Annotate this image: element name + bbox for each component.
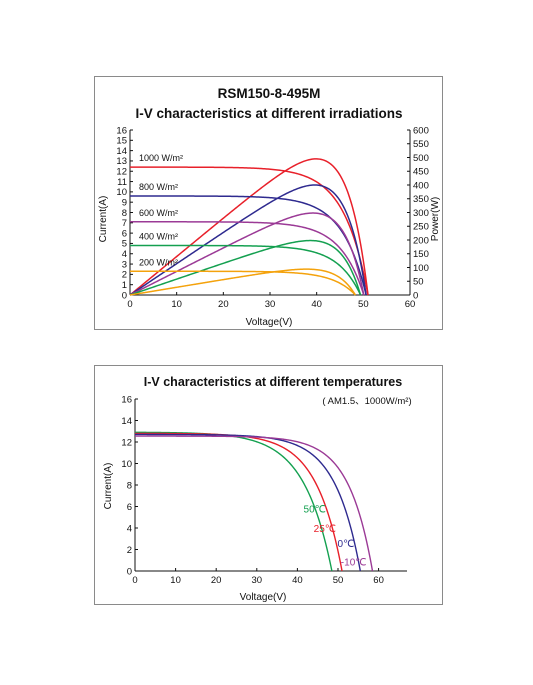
chart1-y-tick-label: 10 bbox=[116, 187, 127, 198]
chart1-subtitle: I-V characteristics at different irradia… bbox=[135, 106, 402, 121]
chart2-y-tick-label: 14 bbox=[121, 416, 132, 427]
chart1-y2-tick-label: 450 bbox=[413, 167, 429, 178]
chart2-y-tick-label: 2 bbox=[127, 545, 132, 556]
chart1-y-tick-label: 0 bbox=[122, 290, 127, 301]
chart2-y-tick-label: 4 bbox=[127, 523, 132, 534]
chart1-y-tick-label: 16 bbox=[116, 125, 127, 136]
chart1-y2label: Power(W) bbox=[430, 197, 441, 241]
iv-curve bbox=[130, 195, 367, 296]
irradiance-label: 400 W/m² bbox=[139, 232, 178, 242]
chart1-y-tick-label: 2 bbox=[122, 270, 127, 281]
irradiance-label: 200 W/m² bbox=[139, 257, 178, 267]
chart1-y2-tick-label: 250 bbox=[413, 222, 429, 233]
temperature-label: -10℃ bbox=[341, 557, 367, 568]
power-curve bbox=[129, 212, 365, 296]
chart2-y-tick-label: 8 bbox=[127, 480, 132, 491]
temperature-chart-panel: I-V characteristics at different tempera… bbox=[94, 365, 443, 605]
irradiance-label: 600 W/m² bbox=[139, 208, 178, 218]
chart1-y-tick-label: 5 bbox=[122, 239, 127, 250]
iv-curve bbox=[130, 166, 369, 296]
chart1-y-tick-label: 11 bbox=[117, 177, 127, 188]
irradiance-chart: RSM150-8-495M I-V characteristics at dif… bbox=[98, 86, 441, 328]
chart1-y-tick-label: 3 bbox=[122, 259, 127, 270]
chart1-xlabel: Voltage(V) bbox=[246, 317, 293, 328]
temperature-label: 50℃ bbox=[304, 505, 326, 516]
irradiance-label: 800 W/m² bbox=[139, 182, 178, 192]
chart1-y2-tick-label: 550 bbox=[413, 139, 429, 150]
temperature-chart: I-V characteristics at different tempera… bbox=[103, 375, 412, 603]
chart1-y-tick-label: 9 bbox=[122, 197, 127, 208]
chart1-x-tick-label: 30 bbox=[265, 299, 276, 310]
chart1-y-tick-label: 15 bbox=[116, 136, 127, 147]
chart1-x-tick-label: 0 bbox=[127, 299, 132, 310]
chart1-y-tick-label: 13 bbox=[116, 156, 127, 167]
power-curve bbox=[129, 268, 357, 296]
chart2-y-tick-label: 10 bbox=[121, 459, 132, 470]
chart1-x-tick-label: 60 bbox=[405, 299, 416, 310]
chart2-y-tick-label: 12 bbox=[121, 437, 132, 448]
iv-curve bbox=[130, 244, 362, 296]
chart1-y2-tick-label: 350 bbox=[413, 194, 429, 205]
iv-curve bbox=[130, 221, 365, 296]
chart2-ylabel: Current(A) bbox=[103, 463, 114, 510]
chart1-y2-tick-label: 150 bbox=[413, 249, 429, 260]
chart1-y2-tick-label: 200 bbox=[413, 235, 429, 246]
chart1-x-tick-label: 10 bbox=[171, 299, 182, 310]
power-curve bbox=[129, 184, 367, 296]
temperature-iv-curve bbox=[135, 435, 374, 572]
chart2-y-tick-label: 0 bbox=[127, 566, 132, 577]
temperature-iv-curve bbox=[134, 431, 333, 572]
chart1-x-tick-label: 50 bbox=[358, 299, 369, 310]
temperature-iv-curve bbox=[134, 433, 361, 572]
chart1-y2-tick-label: 500 bbox=[413, 153, 429, 164]
chart2-x-tick-label: 40 bbox=[292, 575, 303, 586]
chart1-y2-tick-label: 0 bbox=[413, 290, 418, 301]
chart2-title: I-V characteristics at different tempera… bbox=[144, 375, 402, 389]
chart1-y2-tick-label: 600 bbox=[413, 125, 429, 136]
chart1-x-tick-label: 20 bbox=[218, 299, 229, 310]
chart1-x-tick-label: 40 bbox=[311, 299, 322, 310]
chart2-x-tick-label: 20 bbox=[211, 575, 222, 586]
chart1-y-tick-label: 4 bbox=[122, 249, 127, 260]
iv-curve bbox=[130, 270, 356, 296]
chart2-x-tick-label: 10 bbox=[170, 575, 181, 586]
chart1-y2-tick-label: 50 bbox=[413, 277, 424, 288]
chart2-x-tick-label: 0 bbox=[132, 575, 137, 586]
chart2-y-tick-label: 16 bbox=[121, 394, 132, 405]
chart1-y-tick-label: 6 bbox=[122, 228, 127, 239]
chart1-y2-tick-label: 100 bbox=[413, 263, 429, 274]
chart2-subtitle: ( AM1.5、1000W/m²) bbox=[322, 396, 411, 407]
chart2-xlabel: Voltage(V) bbox=[240, 592, 287, 603]
chart1-y-tick-label: 7 bbox=[122, 218, 127, 229]
chart2-y-tick-label: 6 bbox=[127, 502, 132, 513]
power-curve bbox=[129, 239, 362, 296]
chart1-y-tick-label: 14 bbox=[116, 146, 127, 157]
chart2-x-tick-label: 50 bbox=[333, 575, 344, 586]
chart1-ylabel: Current(A) bbox=[98, 196, 109, 243]
chart2-x-tick-label: 60 bbox=[373, 575, 384, 586]
chart1-y-tick-label: 8 bbox=[122, 208, 127, 219]
irradiance-label: 1000 W/m² bbox=[139, 153, 183, 163]
power-curve bbox=[129, 158, 369, 296]
temperature-label: 25℃ bbox=[314, 524, 336, 535]
chart1-y2-tick-label: 300 bbox=[413, 208, 429, 219]
chart1-title: RSM150-8-495M bbox=[218, 86, 321, 101]
chart1-y-tick-label: 1 bbox=[122, 280, 127, 291]
irradiance-chart-panel: RSM150-8-495M I-V characteristics at dif… bbox=[94, 76, 443, 330]
chart1-y2-tick-label: 400 bbox=[413, 180, 429, 191]
chart1-y-tick-label: 12 bbox=[116, 167, 127, 178]
chart2-x-tick-label: 30 bbox=[252, 575, 263, 586]
temperature-label: 0℃ bbox=[338, 539, 355, 550]
